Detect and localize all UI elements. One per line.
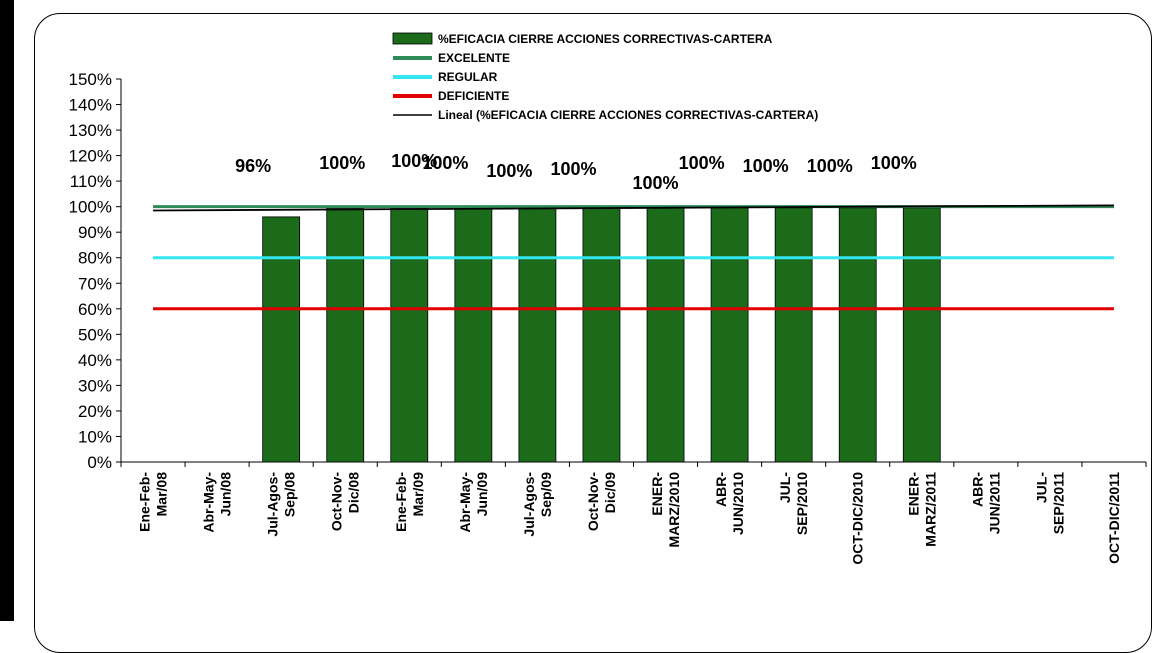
x-tick-label-line: OCT-DIC/2010 [850,472,866,565]
bar [390,207,429,463]
x-tick-label: Ene-Feb- Mar/09 [393,472,426,532]
data-label: 100% [633,173,679,193]
bar [774,207,813,463]
x-tick-label: OCT-DIC/2011 [1106,472,1122,564]
x-tick-label-line: ENER- [905,472,921,516]
legend-label: EXCELENTE [438,51,510,65]
x-tick-label-line: Sep/09 [538,472,554,517]
bar [902,207,941,463]
x-tick-label-line: Jul-Agos- [265,472,281,537]
x-tick-label-line: SEP/2011 [1050,472,1066,534]
x-tick-label: Abr-May- Jun/09 [457,472,490,533]
x-tick-label-line: OCT-DIC/2011 [1106,472,1122,564]
y-tick-label: 10% [78,427,112,446]
y-tick-label: 40% [78,351,112,370]
y-tick-label: 130% [69,121,112,140]
x-tick-label: Ene-Feb- Mar/08 [137,472,170,532]
bar [838,207,877,463]
x-tick-label-line: Dic/08 [346,472,362,513]
y-tick-label: 0% [87,453,112,472]
data-label: 100% [550,159,596,179]
x-tick-label: ENER- MARZ/2011 [905,472,938,547]
bar [326,207,365,463]
x-tick-label-line: Mar/08 [154,472,170,517]
y-tick-label: 110% [70,172,112,191]
legend-label: Lineal (%EFICACIA CIERRE ACCIONES CORREC… [438,108,818,122]
x-tick-label-line: Oct-Nov- [585,472,601,531]
x-tick-label: ABR- JUN/2011 [969,472,1002,535]
bar [262,216,301,463]
x-tick-label-line: Oct-Nov- [329,472,345,531]
y-tick-label: 150% [69,70,112,89]
legend-label: REGULAR [438,70,498,84]
trend-line [153,204,1114,212]
y-tick-label: 100% [69,198,112,217]
x-tick-label-line: JUL- [1033,472,1049,503]
x-tick-label: Jul-Agos- Sep/08 [265,472,298,537]
y-tick-label: 120% [69,147,112,166]
x-tick-label-line: ENER- [649,472,665,516]
y-tick-label: 80% [78,249,112,268]
x-tick-label: Jul-Agos- Sep/09 [521,472,554,537]
bar [582,207,621,463]
y-tick-label: 70% [78,274,112,293]
x-tick-label-line: Sep/08 [282,472,298,517]
x-tick-label-line: ABR- [713,472,729,507]
x-tick-label-line: MARZ/2011 [922,472,938,547]
data-label: 100% [319,153,365,173]
data-label: 100% [486,161,532,181]
data-label: 100% [679,153,725,173]
bar [710,207,749,463]
x-tick-label-line: Abr-May- [201,472,217,533]
x-tick-label: Oct-Nov- Dic/09 [585,472,618,531]
x-tick-label: ABR- JUN/2010 [713,472,746,535]
legend-swatch-bar [392,32,433,45]
x-tick-label-line: JUN/2011 [986,472,1002,534]
x-tick-label: OCT-DIC/2010 [850,472,866,565]
data-label: 100% [871,153,917,173]
x-tick-label-line: ABR- [969,472,985,507]
data-label: 100% [743,156,789,176]
left-edge-bar [0,0,14,621]
x-tick-label-line: MARZ/2010 [666,472,682,548]
x-tick-label: JUL- SEP/2011 [1033,472,1066,535]
x-tick-label-line: Ene-Feb- [137,472,153,532]
bar [454,207,493,463]
x-tick-label: Abr-May- Jun/08 [201,472,234,533]
data-label: 100% [807,156,853,176]
chart: 0% 10% 20% 30% 40% 50% 60% 70% 80% 90% 100% 110% 120… [69,32,1147,565]
x-tick-label: ENER- MARZ/2010 [649,472,682,548]
y-tick-label: 30% [78,376,112,395]
x-tick-label-line: Jul-Agos- [521,472,537,537]
y-tick-label: 140% [69,96,112,115]
bar [646,207,685,463]
x-tick-label-line: Jun/08 [218,472,234,517]
x-tick-label-line: Ene-Feb- [393,472,409,532]
data-label: 100% [422,153,468,173]
data-label: 96% [235,156,271,176]
y-tick-label: 90% [78,223,112,242]
legend-label: DEFICIENTE [438,89,509,103]
bar [518,207,557,463]
x-tick-label-line: Mar/09 [410,472,426,517]
x-tick-label-line: Abr-May- [457,472,473,533]
x-tick-label: Oct-Nov- Dic/08 [329,472,362,531]
y-tick-label: 20% [78,402,112,421]
x-tick-label-line: Dic/09 [602,472,618,513]
y-tick-label: 50% [78,325,112,344]
y-tick-label: 60% [78,300,112,319]
x-tick-label: JUL- SEP/2010 [777,472,810,535]
x-tick-label-line: Jun/09 [474,472,490,517]
x-tick-label-line: SEP/2010 [794,472,810,535]
data-label: 100% [391,151,437,171]
legend-label: %EFICACIA CIERRE ACCIONES CORRECTIVAS-CA… [438,32,773,46]
x-tick-label-line: JUL- [777,472,793,503]
x-tick-label-line: JUN/2010 [730,472,746,535]
